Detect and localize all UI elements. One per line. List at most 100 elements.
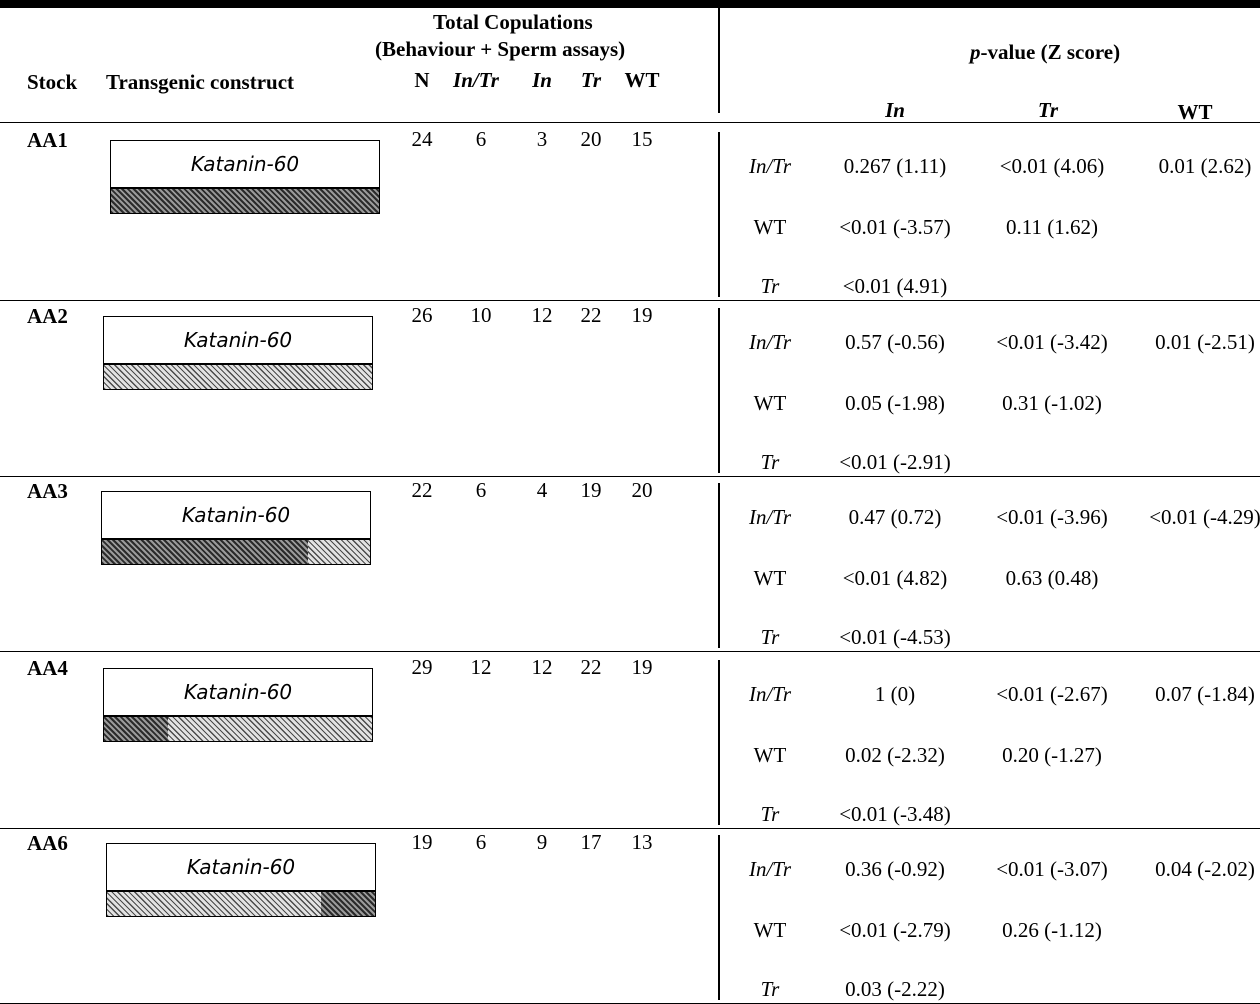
count-cell: 13 (631, 830, 653, 854)
count-cell: 22 (580, 303, 602, 327)
bar-light-segment (107, 892, 322, 916)
count-cell: 6 (475, 478, 487, 502)
comparison-label: Tr (760, 274, 780, 298)
comparison-label: WT (753, 918, 787, 942)
construct-label: Katanin-60 (190, 152, 300, 176)
construct-bar (110, 188, 380, 214)
construct-label: Katanin-60 (183, 328, 293, 352)
count-cell: 26 (411, 303, 433, 327)
count-cell: 20 (631, 478, 653, 502)
construct-box: Katanin-60 (103, 668, 373, 716)
construct-bar (103, 716, 373, 742)
pvalue-cell-tr: <0.01 (-3.96) (996, 505, 1108, 529)
comparison-label: WT (753, 743, 787, 767)
construct-label: Katanin-60 (181, 503, 291, 527)
comparison-label: WT (753, 215, 787, 239)
count-cell: 19 (411, 830, 433, 854)
count-cell: 29 (411, 655, 433, 679)
bar-dark-segment (104, 717, 169, 741)
construct-bar (106, 891, 376, 917)
pvalue-cell-tr: <0.01 (4.06) (999, 154, 1105, 178)
stock-header: Stock (27, 70, 78, 94)
construct-box: Katanin-60 (106, 843, 376, 891)
count-cell: 19 (631, 655, 653, 679)
pvalue-cell-in: <0.01 (-3.57) (839, 215, 951, 239)
construct-box: Katanin-60 (101, 491, 371, 539)
construct-header: Transgenic construct (106, 70, 295, 94)
row-rule (0, 300, 1260, 301)
pvalue-cell-in: <0.01 (4.91) (842, 274, 948, 298)
pvalue-cell-wt: 0.04 (-2.02) (1155, 857, 1255, 881)
count-cell: 10 (470, 303, 492, 327)
pvalue-cell-in: 0.267 (1.11) (843, 154, 947, 178)
comparison-label: WT (753, 391, 787, 415)
stock-label: AA2 (27, 304, 68, 328)
pvalue-cell-in: <0.01 (-2.79) (839, 918, 951, 942)
row-rule (0, 828, 1260, 829)
stock-label: AA3 (27, 479, 68, 503)
pvalue-block-divider (718, 308, 720, 473)
count-cell: 6 (475, 127, 487, 151)
count-cell: 12 (531, 655, 553, 679)
pvalue-cell-in: <0.01 (4.82) (842, 566, 948, 590)
bar-dark-segment (111, 189, 379, 213)
top-rule (0, 0, 1260, 8)
count-cell: 15 (631, 127, 653, 151)
count-cell: 19 (580, 478, 602, 502)
pvalue-block-divider (718, 835, 720, 1000)
pvalue-cell-in: 0.02 (-2.32) (845, 743, 945, 767)
pvalue-cell-tr: 0.31 (-1.02) (1002, 391, 1102, 415)
bar-dark-segment (321, 892, 375, 916)
pvalue-header-p: p (970, 40, 981, 64)
row-rule (0, 651, 1260, 652)
pvalue-cell-tr: 0.20 (-1.27) (1002, 743, 1102, 767)
pvalue-cell-in: 0.47 (0.72) (848, 505, 942, 529)
count-col-wt: WT (624, 68, 660, 92)
pvalue-header: p-value (Z score) (970, 40, 1120, 65)
pvalue-cell-tr: 0.11 (1.62) (1006, 215, 1098, 239)
comparison-label: In/Tr (748, 154, 792, 178)
stock-label: AA6 (27, 831, 68, 855)
count-cell: 6 (475, 830, 487, 854)
count-cell: 22 (411, 478, 433, 502)
construct-label: Katanin-60 (186, 855, 296, 879)
comparison-label: In/Tr (748, 505, 792, 529)
count-cell: 9 (536, 830, 548, 854)
total-copulations-subtitle: (Behaviour + Sperm assays) (375, 37, 626, 61)
construct-box: Katanin-60 (103, 316, 373, 364)
pvalue-cell-tr: 0.63 (0.48) (1005, 566, 1099, 590)
pvalue-cell-tr: <0.01 (-2.67) (996, 682, 1108, 706)
header-divider (718, 8, 720, 113)
count-cell: 4 (536, 478, 548, 502)
count-cell: 19 (631, 303, 653, 327)
count-col-n: N (414, 68, 430, 92)
pvalue-col-tr: Tr (1037, 98, 1059, 122)
comparison-label: In/Tr (748, 330, 792, 354)
pvalue-col-in: In (885, 98, 905, 122)
comparison-label: Tr (760, 450, 780, 474)
pvalue-cell-in: 1 (0) (874, 682, 916, 706)
pvalue-cell-in: 0.03 (-2.22) (845, 977, 945, 1001)
construct-bar (103, 364, 373, 390)
pvalue-cell-wt: <0.01 (-4.29) (1149, 505, 1260, 529)
pvalue-cell-in: 0.05 (-1.98) (845, 391, 945, 415)
count-col-in: In (532, 68, 552, 92)
construct-label: Katanin-60 (183, 680, 293, 704)
pvalue-cell-tr: 0.26 (-1.12) (1002, 918, 1102, 942)
pvalue-cell-wt: 0.07 (-1.84) (1155, 682, 1255, 706)
stock-label: AA1 (27, 128, 68, 152)
pvalue-cell-tr: <0.01 (-3.42) (996, 330, 1108, 354)
total-copulations-title: Total Copulations (433, 10, 593, 34)
count-cell: 3 (536, 127, 548, 151)
pvalue-block-divider (718, 660, 720, 825)
pvalue-cell-in: 0.57 (-0.56) (845, 330, 945, 354)
count-col-tr: Tr (580, 68, 602, 92)
count-cell: 24 (411, 127, 433, 151)
count-cell: 17 (580, 830, 602, 854)
row-rule (0, 476, 1260, 477)
pvalue-cell-in: 0.36 (-0.92) (845, 857, 945, 881)
comparison-label: Tr (760, 802, 780, 826)
comparison-label: Tr (760, 625, 780, 649)
comparison-label: WT (753, 566, 787, 590)
pvalue-block-divider (718, 483, 720, 648)
